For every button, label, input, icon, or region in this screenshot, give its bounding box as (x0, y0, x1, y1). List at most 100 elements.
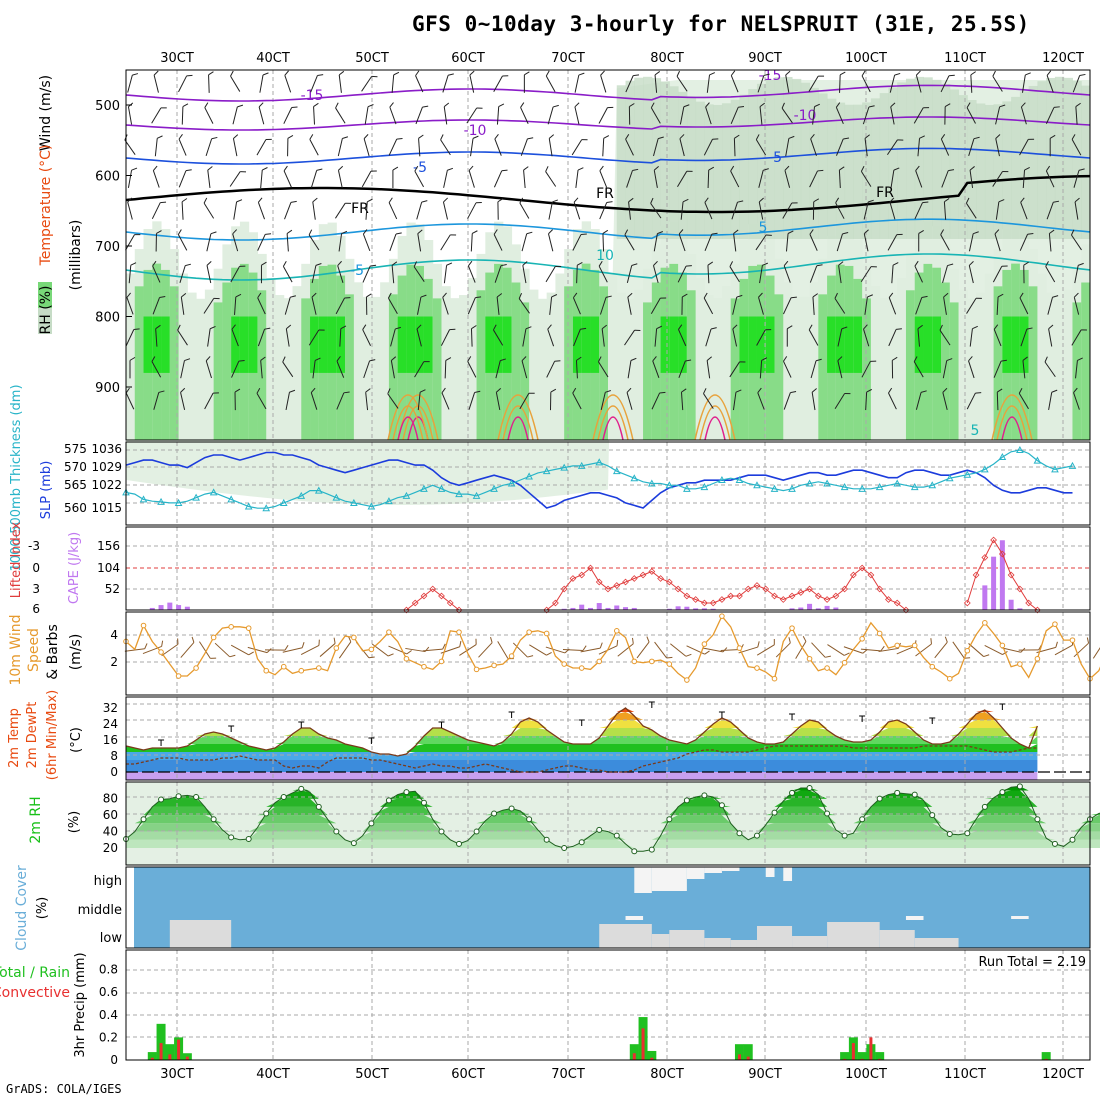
precip-axis-label: 3hr Precip (mm) (73, 952, 88, 1057)
chart-title: GFS 0~10day 3-hourly for NELSPRUIT (31E,… (412, 12, 1030, 36)
cape-bar (184, 606, 190, 610)
wind-marker (806, 655, 813, 662)
cloud-high (634, 867, 652, 893)
rh-marker (245, 835, 252, 842)
thickness-marker (262, 504, 271, 512)
li-marker (849, 571, 857, 579)
rh-marker (350, 840, 357, 847)
wind-barb (493, 169, 508, 188)
wind-barb-10m (827, 644, 850, 656)
precip-tick: 0 (110, 1053, 118, 1067)
wind-barb (653, 165, 659, 188)
temp-contour-minus5 (125, 147, 1091, 165)
wind-barb (284, 70, 292, 93)
cape-bar (176, 605, 182, 610)
wind-barb (206, 261, 212, 284)
wind-barb (705, 327, 717, 347)
wind-barb (1045, 106, 1060, 124)
li-marker (569, 575, 577, 582)
cape-bar (596, 603, 602, 610)
wind-barb (809, 229, 818, 251)
li-marker (692, 596, 700, 603)
wind-barb (758, 168, 769, 188)
wind-barb (576, 261, 583, 284)
li-tick: 0 (32, 561, 40, 575)
thickness-axis-label: 1000-500mb Thickness (dm) (9, 384, 24, 571)
temp-band (126, 720, 1038, 728)
wind-barb (361, 170, 377, 188)
wind-barb (230, 70, 241, 92)
wind-marker (140, 622, 147, 629)
thickness-marker (683, 484, 691, 492)
wind-barb (312, 197, 318, 220)
wind-barb (310, 387, 318, 410)
wind-barb (338, 230, 348, 252)
wind-barb (362, 324, 372, 346)
temp-panel-frame (125, 696, 1091, 781)
wind-marker (666, 661, 673, 667)
wind-barb (573, 327, 587, 347)
y-tick-label: 800 (95, 311, 120, 326)
x-tick-label-bottom: 40CT (256, 1067, 290, 1082)
y-tick-label: 900 (95, 381, 120, 396)
wind-barb (706, 356, 712, 379)
wind-barb (839, 71, 846, 93)
x-tick-label-bottom: 120CT (1042, 1067, 1084, 1082)
wind-barb (943, 292, 949, 315)
wind-marker (1052, 621, 1058, 627)
wind-barb-10m (703, 647, 728, 653)
wind-barb (152, 296, 166, 315)
wind-barb (730, 105, 745, 125)
li-marker (779, 596, 787, 603)
thickness-tick: 560 (64, 501, 87, 515)
wind-barb (547, 229, 554, 252)
wind-barb-10m (562, 645, 587, 652)
slp-axis-label: SLP (mb) (39, 461, 54, 520)
wind-barb (256, 387, 267, 410)
wind-panel-frame (125, 611, 1091, 696)
wind-barb (835, 102, 844, 125)
rh-marker (1016, 783, 1023, 790)
wind-barb (966, 392, 982, 410)
thickness-marker (297, 491, 306, 499)
wind-barb (679, 134, 685, 157)
wind-barb (890, 102, 896, 125)
li-marker (788, 592, 796, 600)
wind-barb (602, 135, 610, 157)
wind-barb (992, 170, 1009, 187)
thickness-marker (560, 463, 569, 471)
wind-barb (1019, 292, 1029, 315)
wind-barb (466, 107, 483, 124)
li-tick: -3 (28, 539, 40, 553)
wind-barb (993, 359, 1007, 378)
rh-tick: 20 (103, 841, 118, 855)
wind-barb (443, 102, 450, 125)
thickness-marker (402, 491, 411, 499)
wind-marker (386, 629, 392, 635)
rh-marker (824, 810, 831, 817)
temp-contour-warm (502, 405, 534, 441)
wind-barb (493, 75, 509, 92)
wind-barb (549, 294, 558, 315)
wind-barb (1019, 233, 1034, 251)
wind-barb (257, 233, 272, 251)
wind-barb (650, 197, 662, 219)
wind-barb (968, 261, 974, 284)
cloud-mid (905, 916, 924, 920)
precip-conv-bar (185, 1056, 189, 1060)
wind-barb (230, 265, 246, 283)
wind-barb (625, 74, 640, 93)
wind-barb (389, 232, 402, 252)
thickness-marker (893, 479, 902, 487)
cape-bar (149, 607, 155, 610)
wind-barb (969, 166, 975, 189)
li-marker (429, 585, 437, 593)
precip-total-bar (743, 1044, 753, 1060)
wind-barb (440, 134, 451, 156)
li-marker (867, 571, 875, 579)
precip-total-bar (875, 1052, 885, 1060)
wind-barb (573, 197, 581, 220)
wind-barb (599, 165, 608, 188)
thickness-marker (350, 498, 358, 506)
wind-barb (181, 103, 189, 125)
